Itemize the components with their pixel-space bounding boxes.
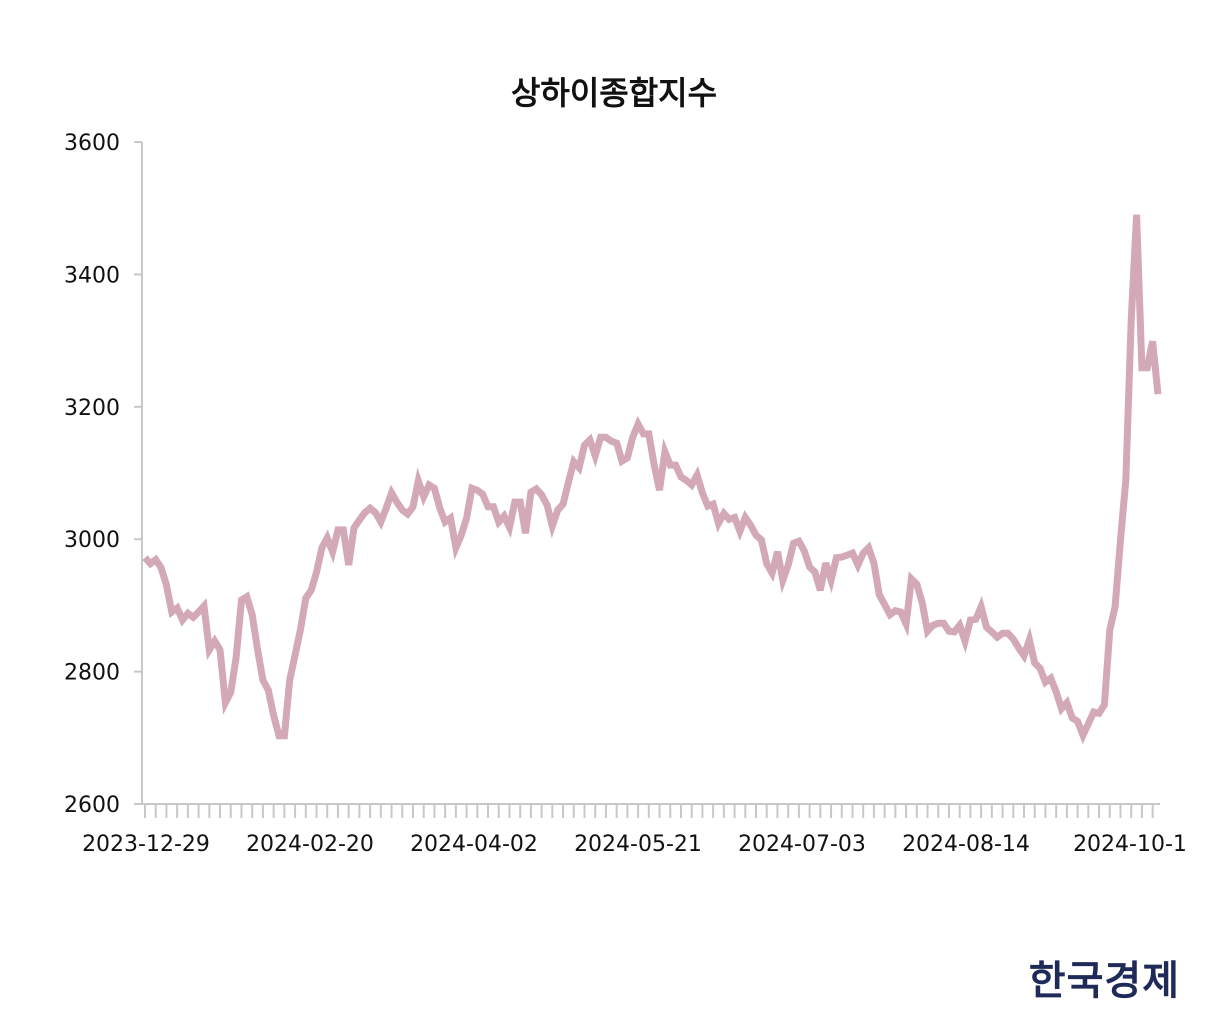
x-tick-label: 2024-04-02 [410,832,538,857]
x-tick-label: 2024-05-21 [574,832,702,857]
series-line [142,214,1162,745]
chart-title: 상하이종합지수 [510,74,718,112]
y-tick-label: 3000 [64,528,120,553]
hankyung-logo: 한국경제 [1028,957,1180,1004]
x-tick-label: 2024-07-03 [738,832,866,857]
x-tick-label: 2024-02-20 [246,832,374,857]
y-axis: 2600 2800 3000 3200 3400 3600 [64,131,143,818]
y-tick-label: 3600 [64,131,120,156]
y-tick-label: 2600 [64,793,120,818]
x-tick-label: 2024-08-14 [902,832,1030,857]
y-tick-label: 3400 [64,263,120,288]
y-tick-label: 2800 [64,661,120,686]
y-tick-label: 3200 [64,396,120,421]
x-axis: 2023-12-29 2024-02-20 2024-04-02 2024-05-21… [82,803,1187,857]
x-tick-label: 2024-10-1 [1073,832,1187,857]
x-tick-label: 2023-12-29 [82,832,210,857]
